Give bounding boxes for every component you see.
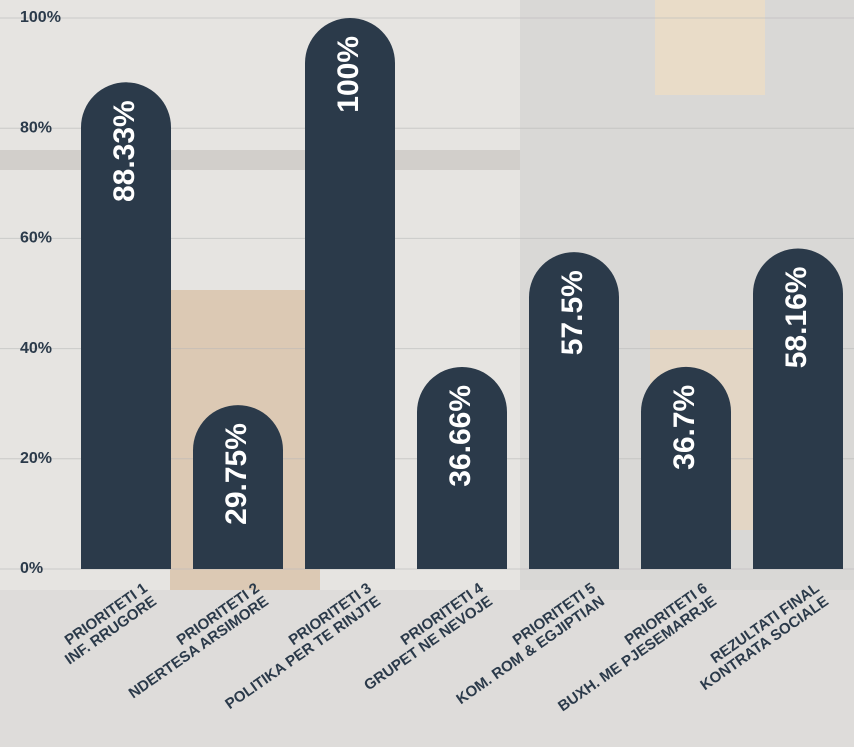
value-label: 58.16% — [780, 267, 813, 369]
value-label: 57.5% — [556, 270, 589, 355]
y-tick-label: 40% — [20, 340, 52, 357]
value-label: 29.75% — [220, 423, 253, 525]
y-tick-label: 60% — [20, 230, 52, 247]
value-label: 88.33% — [108, 100, 141, 202]
bar — [529, 252, 619, 570]
value-label: 36.7% — [668, 385, 701, 470]
bar — [753, 248, 843, 570]
y-tick-label: 20% — [20, 450, 52, 467]
y-tick-label: 100% — [20, 9, 61, 26]
bar — [193, 405, 283, 569]
y-tick-label: 0% — [20, 560, 43, 577]
bar — [81, 82, 171, 569]
y-tick-label: 80% — [20, 119, 52, 136]
value-label: 36.66% — [444, 385, 477, 487]
bar — [305, 18, 395, 570]
value-label: 100% — [332, 36, 365, 113]
bar — [641, 366, 731, 569]
bar — [417, 367, 507, 569]
